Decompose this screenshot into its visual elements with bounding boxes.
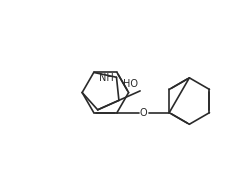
Text: NH: NH (99, 73, 114, 83)
Text: HO: HO (123, 79, 138, 89)
Text: O: O (140, 108, 148, 118)
